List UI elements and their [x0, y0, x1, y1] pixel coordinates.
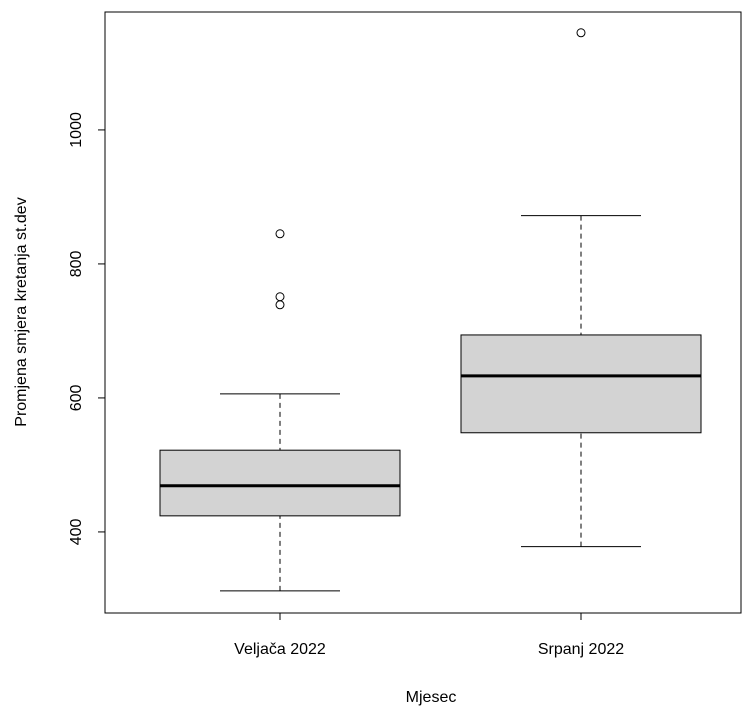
- outlier: [275, 229, 285, 239]
- y-axis-label: Promjena smjera kretanja st.dev: [13, 197, 30, 426]
- outlier: [576, 28, 586, 38]
- y-tick-label: 600: [68, 384, 85, 411]
- x-tick-label: Veljača 2022: [234, 641, 326, 658]
- outlier: [275, 292, 285, 302]
- outlier: [275, 300, 285, 310]
- box: [460, 334, 702, 434]
- x-axis-label: Mjesec: [406, 689, 457, 706]
- x-tick-label: Srpanj 2022: [538, 641, 624, 658]
- y-tick-label: 1000: [68, 112, 85, 148]
- plot-frame: [104, 11, 742, 614]
- box: [159, 449, 401, 517]
- y-tick-label: 400: [68, 518, 85, 545]
- y-tick-label: 800: [68, 250, 85, 277]
